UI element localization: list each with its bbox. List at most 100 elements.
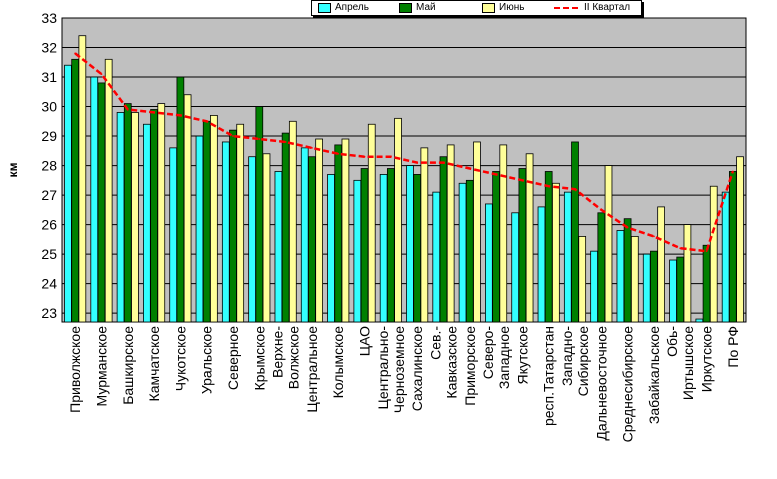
legend-label-june: Июнь — [499, 2, 525, 13]
x-tick-label: Западно- — [559, 326, 575, 386]
x-tick-label: Уральское — [199, 326, 215, 394]
line-point — [232, 135, 234, 137]
x-tick-label: Центрально- — [375, 326, 391, 410]
bar — [728, 171, 737, 323]
bar — [604, 165, 613, 323]
bar — [439, 156, 448, 323]
x-tick-label: Верхне- — [270, 326, 286, 378]
bar — [511, 212, 520, 323]
x-tick-label: Западное — [496, 326, 512, 389]
line-point — [389, 155, 392, 158]
x-tick-label: Северо- — [480, 326, 496, 380]
legend-swatch-june — [482, 3, 495, 13]
bar — [143, 123, 151, 323]
y-tick-label: 28 — [41, 158, 57, 174]
bar — [353, 179, 362, 323]
x-tick-label: Мурманское — [94, 326, 110, 407]
x-tick-label: респ.Татарстан — [541, 326, 557, 426]
x-tick-label: Сев.- — [428, 326, 444, 360]
line-point — [205, 120, 208, 123]
line-point — [495, 173, 497, 176]
x-tick-label: Волжское — [286, 326, 302, 389]
x-tick-label: Северное — [225, 326, 241, 390]
quarter-line — [74, 52, 734, 253]
bar — [465, 179, 474, 323]
line-point — [363, 155, 366, 158]
bar — [413, 174, 422, 323]
y-tick-label: 23 — [41, 305, 57, 321]
bar — [315, 138, 323, 323]
bar — [552, 182, 560, 323]
bar — [571, 141, 579, 323]
line-point — [521, 179, 524, 182]
bar — [71, 58, 80, 323]
x-tick-label: Крымское — [251, 326, 267, 391]
bar — [544, 171, 553, 323]
x-tick-label: Чукотское — [172, 326, 188, 391]
legend-label-may: Май — [416, 2, 436, 13]
line-point — [258, 138, 261, 140]
y-tick-label: 27 — [41, 187, 57, 203]
bar — [169, 147, 178, 323]
x-tick-label: Приморское — [462, 326, 478, 406]
x-tick-label: По РФ — [725, 326, 741, 368]
bar — [709, 185, 718, 323]
bar — [300, 147, 309, 323]
x-tick-label: Кавказское — [444, 326, 460, 399]
bar — [262, 153, 271, 323]
line-point — [574, 188, 576, 191]
bar — [420, 147, 429, 323]
bar — [248, 156, 256, 323]
bar — [131, 112, 139, 323]
bar — [623, 218, 632, 323]
quarter-line-path — [74, 52, 734, 253]
bar — [195, 135, 204, 323]
line-point — [153, 111, 155, 114]
line-point — [74, 52, 77, 55]
bar — [229, 129, 237, 323]
x-tick-label: Башкирское — [120, 326, 136, 405]
bar — [379, 174, 388, 323]
line-point — [653, 235, 655, 238]
x-tick-label: Колымское — [330, 326, 346, 399]
line-point — [600, 208, 603, 211]
line-point — [705, 250, 708, 253]
line-point — [337, 152, 340, 155]
bar — [221, 141, 230, 323]
bar — [367, 123, 376, 323]
line-point — [284, 141, 287, 143]
bar — [334, 144, 343, 323]
bar — [695, 318, 704, 323]
bar — [308, 156, 316, 323]
line-point — [311, 146, 313, 149]
bar — [210, 114, 218, 323]
bar — [123, 103, 132, 323]
line-point — [100, 73, 103, 75]
legend-line-quarter — [552, 4, 580, 12]
bar — [630, 236, 639, 323]
line-point — [179, 114, 182, 117]
legend-swatch-may — [399, 3, 412, 13]
bar — [97, 82, 106, 323]
bar — [104, 58, 113, 323]
y-tick-label: 26 — [41, 217, 57, 233]
bar — [669, 259, 677, 323]
line-point — [126, 108, 129, 111]
x-tick-label: Центральное — [304, 326, 320, 413]
y-tick-label: 30 — [41, 99, 57, 115]
bar — [183, 94, 192, 323]
bar — [642, 253, 651, 323]
bar — [492, 171, 500, 323]
x-tick-label: Якутское — [514, 326, 530, 385]
bar — [288, 120, 297, 323]
line-point — [468, 167, 471, 170]
x-tick-label: Сибирское — [575, 326, 591, 397]
bar — [525, 153, 534, 323]
bar — [650, 250, 658, 323]
legend-swatch-april — [318, 3, 331, 13]
legend-label-quarter: II Квартал — [584, 2, 631, 13]
bar — [657, 206, 665, 323]
bar — [721, 191, 730, 323]
bars — [64, 35, 744, 323]
